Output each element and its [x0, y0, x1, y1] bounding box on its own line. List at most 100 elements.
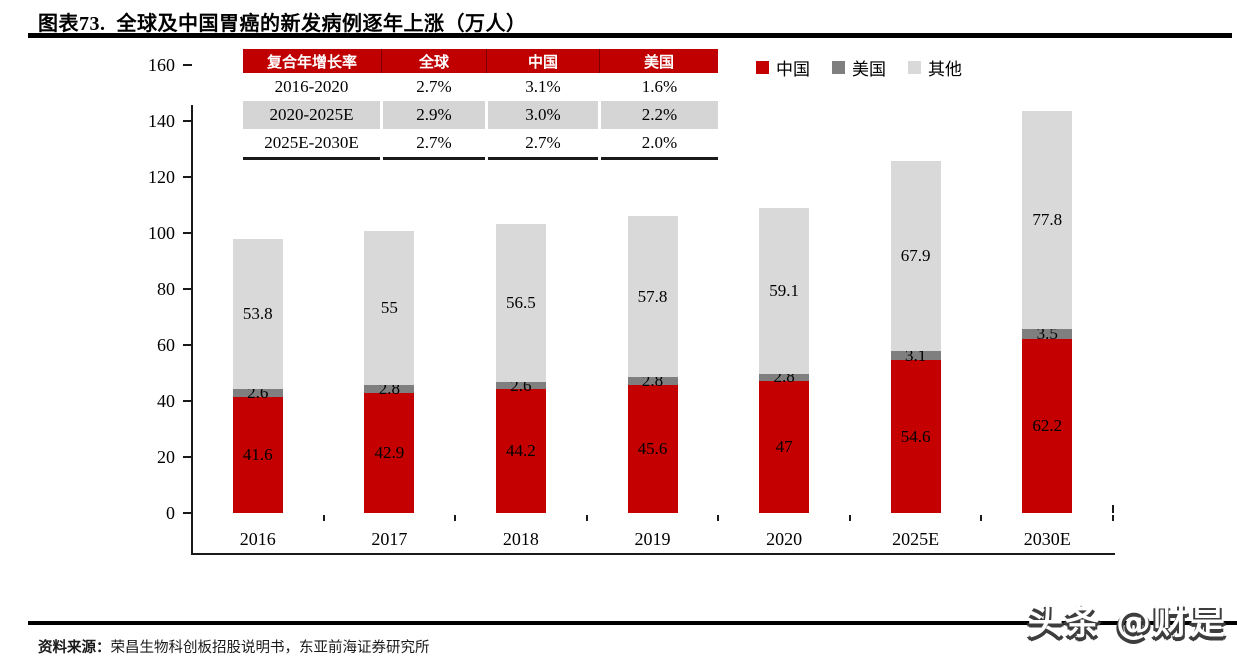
x-category-label: 2018: [502, 529, 539, 549]
y-tick-label: 160: [148, 55, 175, 75]
y-axis-tick: [183, 344, 192, 346]
y-axis-tick: [183, 176, 192, 178]
bar-segment-其他: [627, 215, 678, 378]
legend-label: 其他: [928, 60, 962, 79]
table-row: 2016-2020 2.7% 3.1% 1.6%: [243, 73, 718, 101]
bar-value-label: 44.2: [506, 441, 536, 461]
legend-item-其他: 其他: [908, 55, 962, 80]
x-axis-tick: [1112, 515, 1114, 521]
x-category-label: 2020: [766, 529, 803, 549]
page-title: 图表73. 全球及中国胃癌的新发病例逐年上涨（万人）: [38, 13, 527, 35]
table-cell: 2020-2025E: [243, 101, 382, 129]
table-cell: 2016-2020: [274, 77, 349, 96]
y-tick-label: 60: [157, 335, 175, 355]
bar-value-label: 47: [775, 437, 793, 457]
bar-value-label: 54.6: [900, 426, 931, 446]
bar-segment-美国: [890, 351, 941, 361]
bar-value-label: 56.5: [506, 292, 536, 312]
x-axis-tick: [322, 515, 325, 521]
table-cell: 2025E-2030E: [264, 133, 359, 152]
footer-divider-rule: [28, 621, 1237, 625]
source-label: 资料来源：: [38, 640, 111, 656]
table-row: 2025E-2030E 2.7% 2.7% 2.0%: [243, 129, 718, 159]
table-header-cell: 复合年增长率: [243, 49, 382, 73]
y-axis-tick: [183, 400, 192, 402]
title-divider-rule: [28, 33, 1232, 38]
bar-value-label: 53.8: [242, 303, 273, 323]
legend-item-美国: 美国: [832, 55, 886, 80]
bar-segment-其他: [495, 223, 546, 382]
bar-segment-其他: [890, 161, 941, 352]
bar-value-label: 77.8: [1032, 210, 1063, 230]
cagr-table-head: 复合年增长率 全球 中国 美国: [243, 49, 718, 73]
x-category-label: 2017: [371, 529, 408, 549]
bar-value-label: 55: [380, 298, 398, 318]
table-cell: 2.2%: [598, 101, 718, 129]
x-axis-tick: [191, 515, 193, 521]
y-tick-label: 40: [157, 391, 175, 411]
y-axis-tick: [183, 232, 192, 234]
bar-segment-其他: [1022, 111, 1073, 330]
legend-swatch-icon: [908, 61, 921, 74]
legend-item-中国: 中国: [756, 55, 810, 80]
cagr-table-body: 2016-2020 2.7% 3.1% 1.6% 2020-2025E 2.9% 3.0% 2…: [243, 73, 718, 159]
table-cell: 2.0%: [598, 129, 718, 159]
table-cell: 2.9%: [380, 101, 487, 129]
y-tick-label: 80: [157, 279, 175, 299]
bar-value-label: 45.6: [637, 439, 668, 459]
x-axis-line: [191, 553, 1115, 555]
table-cell: 2.7%: [485, 129, 600, 159]
bar-value-label: 59.1: [769, 280, 799, 300]
table-row: 2020-2025E 2.9% 3.0% 2.2%: [243, 101, 718, 129]
y-axis-line: [191, 105, 193, 555]
bar-segment-中国: [759, 381, 810, 513]
bar-segment-中国: [364, 392, 415, 513]
table-cell: 2.7%: [380, 129, 487, 159]
stacked-bar-chart: 0 20 40 60 80 100 120 140 160 41.6 2.6 53.8 2016 42.9…: [0, 40, 1237, 600]
source-text: 荣昌生物科创板招股说明书，东亚前海证券研究所: [110, 640, 430, 656]
bar-segment-中国: [890, 360, 941, 513]
bar-value-label: 42.9: [374, 442, 405, 462]
table-cell: 1.6%: [598, 73, 718, 101]
bar-segment-美国: [627, 377, 678, 386]
y-tick-label: 140: [148, 111, 175, 131]
bar-value-label: 41.6: [242, 444, 273, 464]
bar-value-label: 62.2: [1032, 415, 1063, 435]
table-header-cell: 全球: [381, 49, 487, 73]
table-cell: 3.1%: [485, 73, 600, 101]
x-axis-end-tick: [1112, 505, 1114, 513]
cagr-table: 复合年增长率 全球 中国 美国 2016-2020 2.7% 3.1% 1.6% 2020-2…: [243, 49, 718, 160]
bar-segment-中国: [1022, 338, 1073, 513]
legend: 中国 美国 其他: [756, 55, 962, 80]
x-axis-tick: [980, 515, 983, 521]
bar-segment-其他: [364, 231, 415, 386]
table-cell: 3.0%: [485, 101, 600, 129]
watermark: 头条 @财是: [1027, 603, 1227, 643]
y-axis-tick: [183, 64, 192, 66]
x-category-label: 2030E: [1023, 529, 1071, 549]
bar-value-label: 67.9: [900, 246, 931, 266]
bar-segment-其他: [759, 208, 810, 374]
y-axis-tick: [183, 288, 192, 290]
bar-segment-美国: [1022, 329, 1073, 339]
y-axis-tick: [183, 456, 192, 458]
table-header-cell: 美国: [599, 49, 718, 73]
bar-segment-其他: [232, 238, 283, 390]
y-tick-label: 120: [148, 167, 175, 187]
bar-segment-中国: [627, 385, 678, 513]
table-cell: 2.7%: [380, 73, 487, 101]
bar-segment-中国: [495, 389, 546, 513]
table-header-cell: 中国: [486, 49, 600, 73]
x-category-label: 2019: [634, 529, 671, 549]
legend-label: 中国: [776, 60, 810, 79]
y-tick-label: 0: [166, 503, 175, 523]
bar-segment-中国: [232, 396, 283, 513]
bar-value-label: 57.8: [637, 286, 668, 306]
legend-swatch-icon: [832, 61, 845, 74]
x-axis-tick: [585, 515, 588, 521]
y-axis-tick: [183, 512, 192, 514]
y-tick-label: 20: [157, 447, 175, 467]
x-axis-tick: [848, 515, 851, 521]
x-category-label: 2025E: [892, 529, 940, 549]
y-axis-tick: [183, 120, 192, 122]
